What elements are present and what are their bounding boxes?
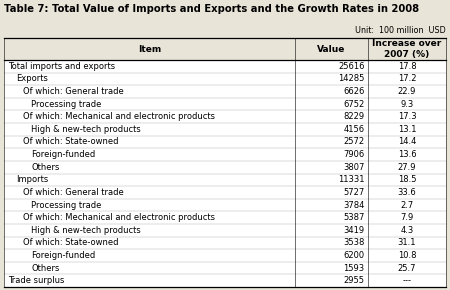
Text: Of which: State-owned: Of which: State-owned (23, 238, 118, 247)
Bar (4, 38, 446, 60)
Text: 5727: 5727 (343, 188, 365, 197)
Text: Others: Others (31, 163, 59, 172)
Text: 2955: 2955 (343, 276, 365, 285)
Text: Foreign-funded: Foreign-funded (31, 251, 95, 260)
Text: Of which: Mechanical and electronic products: Of which: Mechanical and electronic prod… (23, 213, 215, 222)
Text: 3807: 3807 (343, 163, 364, 172)
Text: 3538: 3538 (343, 238, 364, 247)
Text: 4156: 4156 (343, 125, 365, 134)
Text: 4.3: 4.3 (400, 226, 414, 235)
Text: 18.5: 18.5 (398, 175, 416, 184)
Text: 13.6: 13.6 (398, 150, 416, 159)
Text: 25.7: 25.7 (398, 264, 416, 273)
Text: 33.6: 33.6 (398, 188, 416, 197)
Text: Foreign-funded: Foreign-funded (31, 150, 95, 159)
Text: 17.3: 17.3 (398, 112, 416, 121)
Text: 1593: 1593 (343, 264, 365, 273)
Text: 25616: 25616 (338, 62, 364, 71)
Text: 8229: 8229 (343, 112, 365, 121)
Text: High & new-tech products: High & new-tech products (31, 226, 141, 235)
Text: Total imports and exports: Total imports and exports (8, 62, 115, 71)
Text: 2.7: 2.7 (400, 200, 414, 210)
Text: 6200: 6200 (343, 251, 365, 260)
Text: 14285: 14285 (338, 75, 364, 84)
Text: 17.8: 17.8 (398, 62, 416, 71)
Text: Unit:  100 million  USD: Unit: 100 million USD (355, 26, 446, 35)
Text: 6626: 6626 (343, 87, 364, 96)
Text: Trade surplus: Trade surplus (8, 276, 64, 285)
Text: 6752: 6752 (343, 100, 365, 109)
Text: 13.1: 13.1 (398, 125, 416, 134)
Text: 31.1: 31.1 (398, 238, 416, 247)
Bar (4, 38, 446, 287)
Text: Value: Value (317, 44, 346, 53)
Text: 14.4: 14.4 (398, 137, 416, 146)
Text: 17.2: 17.2 (398, 75, 416, 84)
Text: Processing trade: Processing trade (31, 100, 101, 109)
Text: Exports: Exports (16, 75, 48, 84)
Text: Of which: General trade: Of which: General trade (23, 188, 124, 197)
Text: Imports: Imports (16, 175, 48, 184)
Text: 9.3: 9.3 (400, 100, 414, 109)
Text: 5387: 5387 (343, 213, 364, 222)
Text: ---: --- (402, 276, 411, 285)
Text: 3419: 3419 (343, 226, 365, 235)
Text: Processing trade: Processing trade (31, 200, 101, 210)
Text: 27.9: 27.9 (398, 163, 416, 172)
Text: Of which: General trade: Of which: General trade (23, 87, 124, 96)
Text: 22.9: 22.9 (398, 87, 416, 96)
Text: Others: Others (31, 264, 59, 273)
Text: Item: Item (138, 44, 161, 53)
Text: Table 7: Total Value of Imports and Exports and the Growth Rates in 2008: Table 7: Total Value of Imports and Expo… (4, 4, 419, 14)
Text: 3784: 3784 (343, 200, 364, 210)
Text: 2572: 2572 (343, 137, 365, 146)
Text: 11331: 11331 (338, 175, 364, 184)
Text: Of which: State-owned: Of which: State-owned (23, 137, 118, 146)
Text: 7.9: 7.9 (400, 213, 414, 222)
Text: 10.8: 10.8 (398, 251, 416, 260)
Text: High & new-tech products: High & new-tech products (31, 125, 141, 134)
Text: Of which: Mechanical and electronic products: Of which: Mechanical and electronic prod… (23, 112, 215, 121)
Text: 7906: 7906 (343, 150, 365, 159)
Text: Increase over
2007 (%): Increase over 2007 (%) (373, 39, 441, 59)
